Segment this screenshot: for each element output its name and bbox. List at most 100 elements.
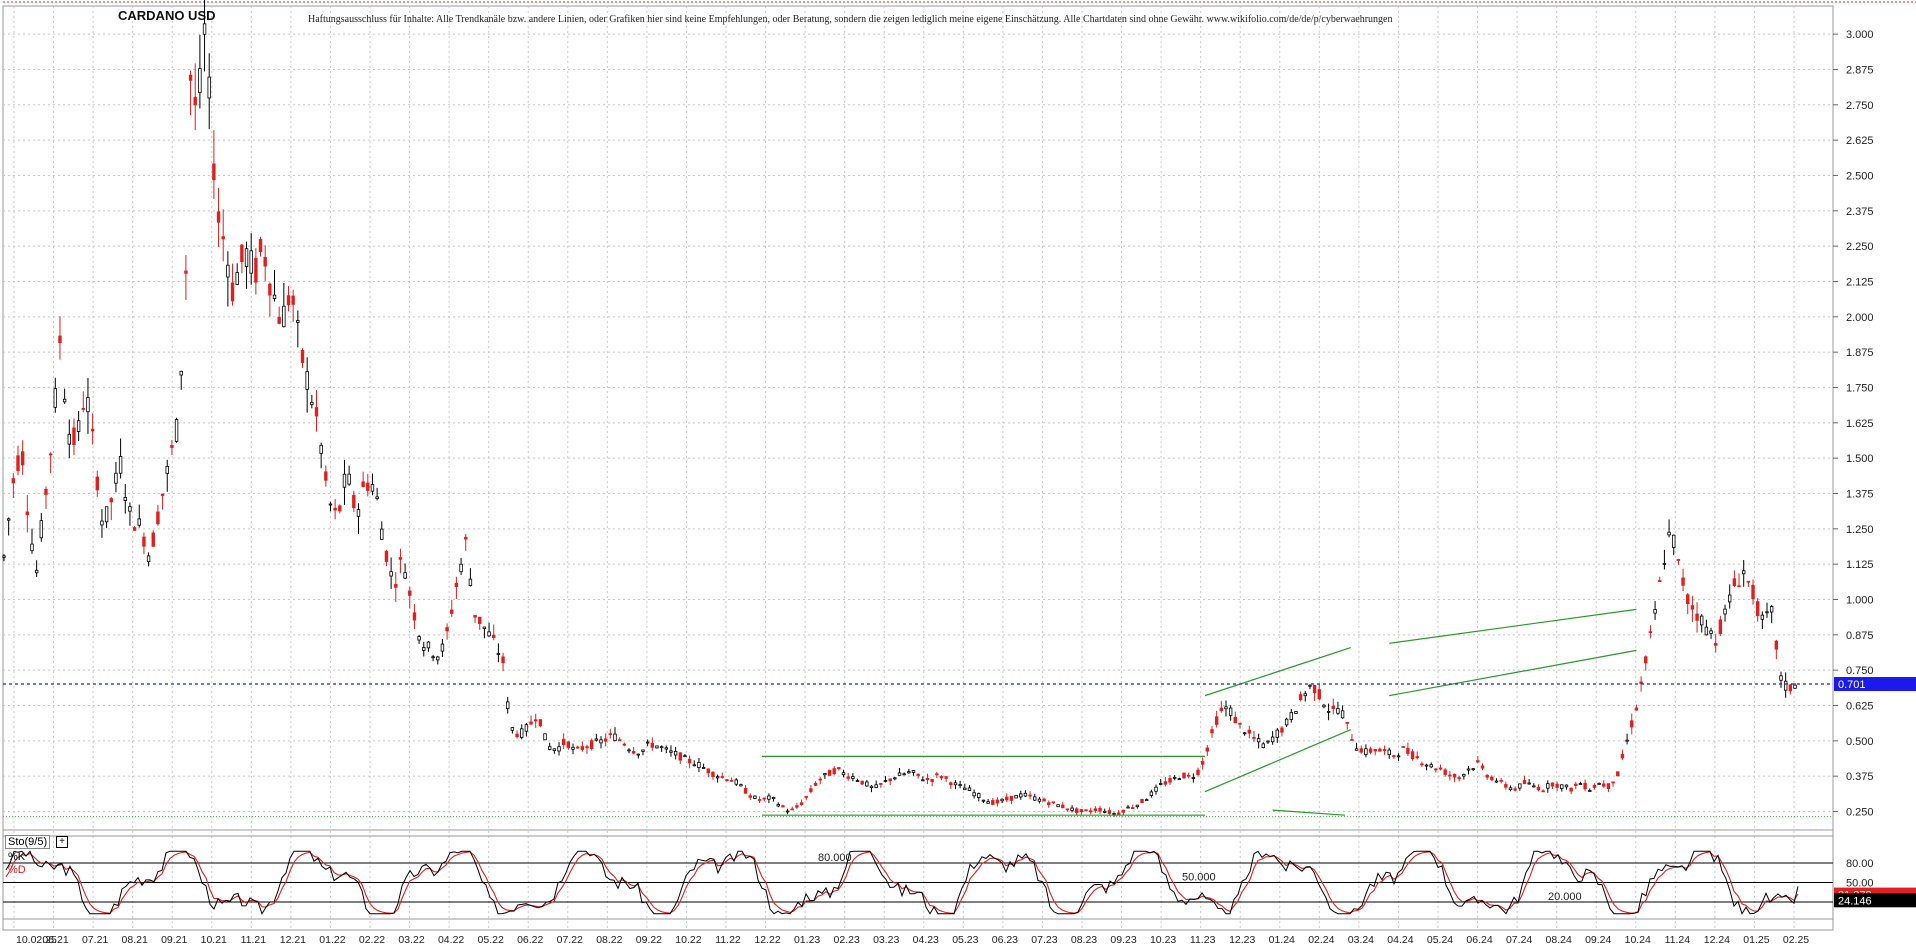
candle-body xyxy=(1368,748,1373,753)
candle-body xyxy=(1434,768,1438,771)
candle-body xyxy=(711,771,715,778)
candle-body xyxy=(986,801,990,804)
candle-body xyxy=(967,787,972,791)
candle-body xyxy=(389,571,393,577)
candle-body xyxy=(1135,804,1140,808)
candle-body xyxy=(1200,761,1205,765)
candle-body xyxy=(123,497,127,501)
candle-body xyxy=(935,773,939,776)
candle-body xyxy=(151,532,155,547)
candle-body xyxy=(664,747,668,750)
candle-body xyxy=(715,776,720,779)
candle-body xyxy=(1037,798,1042,802)
candle-body xyxy=(1765,611,1769,614)
candle-body xyxy=(1392,755,1396,757)
y-tick-label: 2.875 xyxy=(1846,64,1874,76)
candle-body xyxy=(314,407,319,417)
x-tick-label: 01.25 xyxy=(1743,934,1769,946)
candle-body xyxy=(268,283,272,296)
candle-body xyxy=(1098,807,1102,812)
candle-body xyxy=(1126,806,1130,809)
candle-body xyxy=(706,768,710,774)
candle-body xyxy=(240,244,244,263)
y-tick-label: 2.500 xyxy=(1846,170,1874,182)
candle-body xyxy=(1513,788,1517,791)
candle-body xyxy=(1158,783,1163,785)
candle-body xyxy=(1233,716,1238,724)
x-tick-label: 02.23 xyxy=(834,934,860,946)
x-tick-label: 09.24 xyxy=(1585,934,1611,946)
candle-body xyxy=(370,484,375,492)
x-tick-label: 04.24 xyxy=(1387,934,1413,946)
candle-body xyxy=(1438,767,1443,770)
candle-body xyxy=(1317,689,1321,700)
candle-body xyxy=(1270,736,1275,743)
candle-body xyxy=(44,488,48,495)
candle-body xyxy=(426,641,431,649)
candle-body xyxy=(1336,708,1340,714)
candle-body xyxy=(1550,782,1555,787)
candle-body xyxy=(1737,585,1741,588)
x-tick-label: 10.23 xyxy=(1150,934,1176,946)
candle-body xyxy=(753,795,757,799)
candle-body xyxy=(673,751,678,756)
candle-body xyxy=(701,767,706,769)
trend-line xyxy=(1272,809,1345,816)
candle-body xyxy=(841,772,846,776)
candle-body xyxy=(1182,772,1186,779)
candle-body xyxy=(1172,776,1177,779)
candle-body xyxy=(72,427,76,446)
candle-body xyxy=(506,701,510,709)
candle-body xyxy=(1112,813,1116,815)
x-tick-label: 07.23 xyxy=(1031,934,1057,946)
candle-body xyxy=(874,784,878,789)
indicator-expand-icon[interactable]: + xyxy=(56,836,68,848)
candle-body xyxy=(1560,784,1564,790)
x-tick-label: 07.21 xyxy=(82,934,108,946)
candle-body xyxy=(412,612,417,621)
candle-body xyxy=(832,768,836,775)
candle-body xyxy=(743,788,748,794)
candle-body xyxy=(1261,743,1265,749)
candle-body xyxy=(1256,738,1261,743)
candle-body xyxy=(48,453,53,456)
candle-body xyxy=(627,749,631,752)
candle-body xyxy=(95,476,99,491)
indicator-label[interactable]: Sto(9/5) xyxy=(5,835,51,849)
candle-body xyxy=(1452,773,1457,778)
candle-body xyxy=(907,771,911,774)
candle-body xyxy=(1000,798,1004,802)
candle-body xyxy=(781,805,785,808)
candle-body xyxy=(184,270,188,274)
x-tick-label: 08.22 xyxy=(596,934,622,946)
candle-body xyxy=(328,503,333,506)
candle-body xyxy=(510,727,515,731)
candle-body xyxy=(1709,630,1713,634)
candle-body xyxy=(1718,619,1723,634)
candle-body xyxy=(1280,727,1284,733)
candle-body xyxy=(1429,764,1433,768)
candle-body xyxy=(114,472,118,484)
y-tick-label: 2.375 xyxy=(1846,206,1874,218)
candle-body xyxy=(1219,707,1224,712)
candle-body xyxy=(501,656,505,664)
candle-body xyxy=(734,779,738,785)
x-tick-label: 07.22 xyxy=(557,934,583,946)
y-tick-label: 0.875 xyxy=(1846,630,1874,642)
candle-body xyxy=(538,719,543,727)
candle-body xyxy=(86,397,90,413)
candle-body xyxy=(911,770,916,773)
candle-body xyxy=(804,795,808,798)
candle-body xyxy=(1625,739,1629,742)
candle-body xyxy=(212,163,216,181)
candle-body xyxy=(263,256,267,267)
candle-body xyxy=(1476,760,1480,763)
candle-body xyxy=(422,647,426,651)
candle-body xyxy=(352,494,356,509)
sto-level-label: 50.000 xyxy=(1182,872,1216,884)
candle-body xyxy=(1662,563,1667,565)
candle-body xyxy=(1690,605,1695,610)
candle-body xyxy=(921,779,925,782)
candle-body xyxy=(1746,580,1751,583)
